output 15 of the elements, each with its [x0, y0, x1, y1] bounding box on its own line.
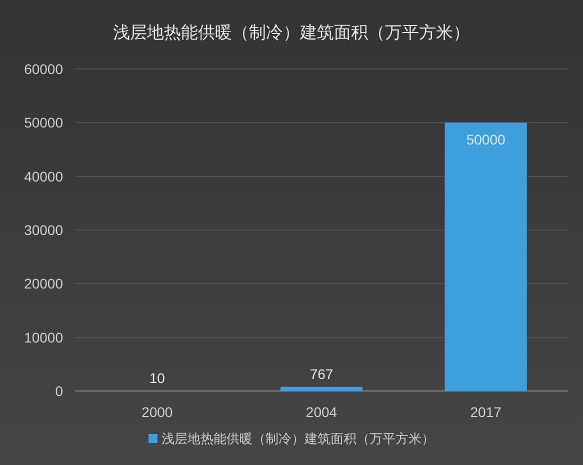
x-tick-label: 2000 — [142, 404, 173, 420]
y-tick-label: 30000 — [24, 222, 64, 238]
y-tick-label: 50000 — [24, 114, 64, 131]
data-label: 767 — [310, 366, 334, 382]
y-tick-label: 40000 — [24, 168, 64, 184]
y-tick-label: 20000 — [24, 276, 64, 292]
x-tick-label: 2004 — [306, 404, 338, 420]
data-label: 10 — [149, 370, 166, 386]
y-tick-label: 0 — [55, 383, 64, 399]
x-tick-label: 2017 — [470, 404, 502, 420]
y-tick-label: 60000 — [24, 61, 64, 77]
legend-label: 浅层地热能供暖（制冷）建筑面积（万平方米） — [162, 431, 434, 446]
chart-title: 浅层地热能供暖（制冷）建筑面积（万平方米） — [113, 23, 470, 42]
data-label: 50000 — [466, 132, 506, 148]
y-tick-label: 10000 — [24, 329, 64, 346]
